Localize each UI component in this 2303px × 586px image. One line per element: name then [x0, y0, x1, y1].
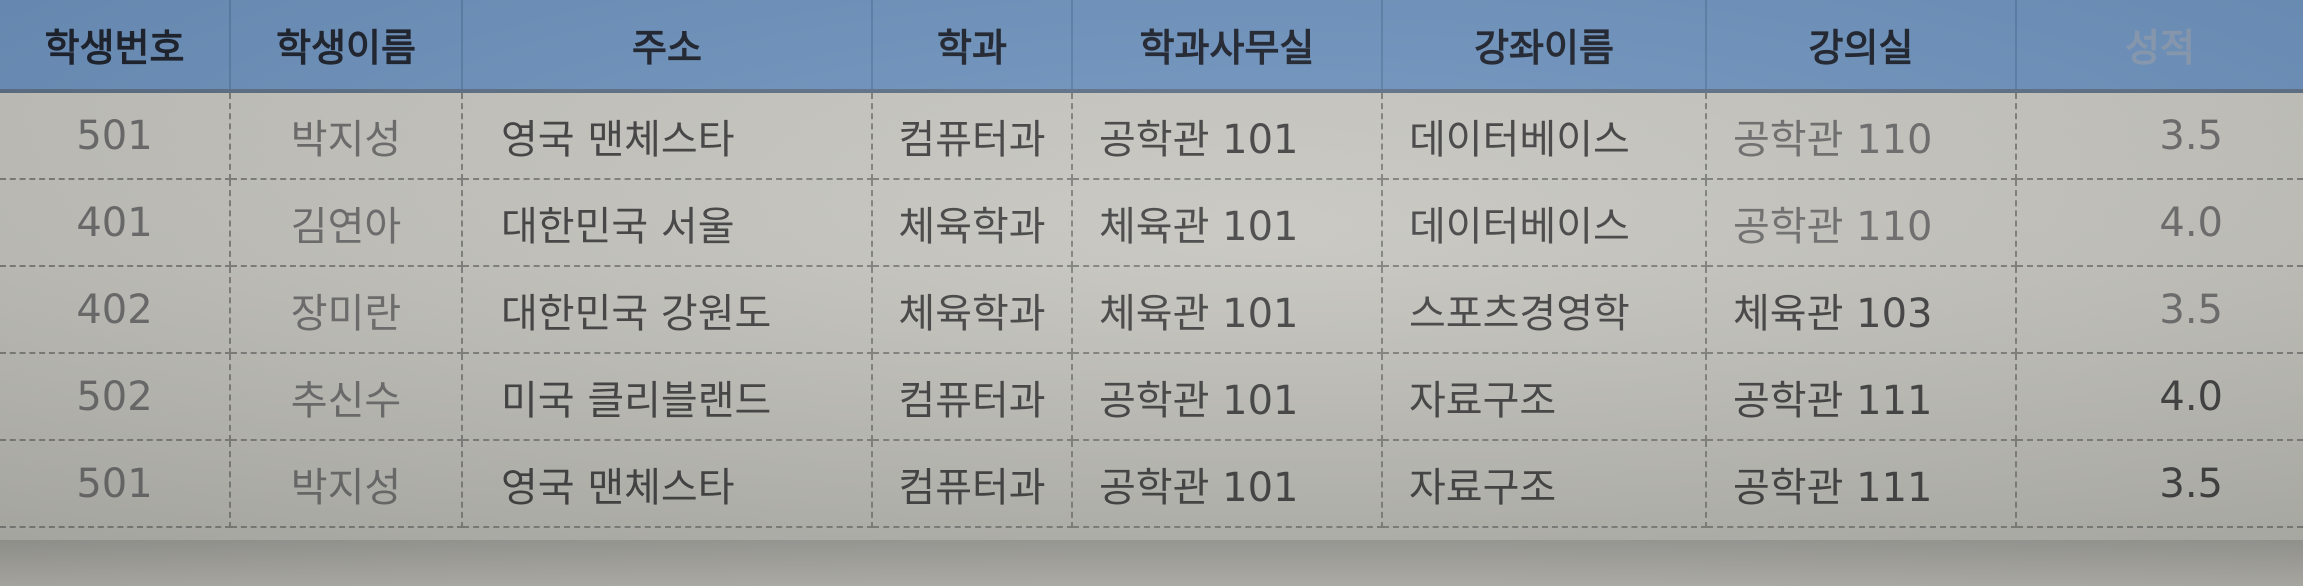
- cell-course-name: 데이터베이스: [1382, 91, 1707, 180]
- cell-student-name: 장미란: [230, 266, 463, 354]
- header-department-office: 학과사무실: [1072, 0, 1383, 91]
- cell-student-id: 501: [0, 440, 231, 528]
- header-department: 학과: [872, 0, 1073, 91]
- cell-address: 대한민국 강원도: [462, 266, 873, 354]
- cell-department: 컴퓨터과: [872, 91, 1073, 180]
- header-classroom: 강의실: [1706, 0, 2017, 91]
- cell-department: 체육학과: [872, 266, 1073, 354]
- cell-address: 영국 맨체스타: [462, 91, 873, 180]
- cell-student-name: 김연아: [230, 179, 463, 267]
- table-row: 501 박지성 영국 맨체스타 컴퓨터과 공학관 101 데이터베이스 공학관 …: [0, 91, 2303, 180]
- cell-address: 대한민국 서울: [462, 179, 873, 267]
- header-course-name: 강좌이름: [1382, 0, 1707, 91]
- cell-classroom: 공학관 111: [1706, 353, 2017, 441]
- table-header: 학생번호 학생이름 주소 학과 학과사무실 강좌이름 강의실 성적: [0, 0, 2303, 91]
- cell-department-office: 공학관 101: [1072, 91, 1383, 180]
- cell-student-name: 박지성: [230, 440, 463, 528]
- cell-grade: 3.5: [2016, 91, 2303, 180]
- header-student-id: 학생번호: [0, 0, 231, 91]
- cell-department-office: 공학관 101: [1072, 353, 1383, 441]
- cell-grade: 3.5: [2016, 266, 2303, 354]
- cell-department-office: 체육관 101: [1072, 266, 1383, 354]
- table-row: 401 김연아 대한민국 서울 체육학과 체육관 101 데이터베이스 공학관 …: [0, 179, 2303, 267]
- table-row: 502 추신수 미국 클리블랜드 컴퓨터과 공학관 101 자료구조 공학관 1…: [0, 353, 2303, 441]
- page-bottom-edge: [0, 540, 2303, 586]
- header-address: 주소: [462, 0, 873, 91]
- cell-grade: 4.0: [2016, 353, 2303, 441]
- cell-address: 영국 맨체스타: [462, 440, 873, 528]
- cell-student-id: 502: [0, 353, 231, 441]
- cell-course-name: 스포츠경영학: [1382, 266, 1707, 354]
- cell-course-name: 자료구조: [1382, 440, 1707, 528]
- cell-student-id: 401: [0, 179, 231, 267]
- table-body: 501 박지성 영국 맨체스타 컴퓨터과 공학관 101 데이터베이스 공학관 …: [0, 91, 2303, 528]
- cell-classroom: 공학관 110: [1706, 91, 2017, 180]
- cell-department: 컴퓨터과: [872, 440, 1073, 528]
- cell-department: 컴퓨터과: [872, 353, 1073, 441]
- cell-student-id: 402: [0, 266, 231, 354]
- cell-classroom: 공학관 110: [1706, 179, 2017, 267]
- cell-student-id: 501: [0, 91, 231, 180]
- header-row: 학생번호 학생이름 주소 학과 학과사무실 강좌이름 강의실 성적: [0, 0, 2303, 91]
- cell-department-office: 공학관 101: [1072, 440, 1383, 528]
- cell-department: 체육학과: [872, 179, 1073, 267]
- header-student-name: 학생이름: [230, 0, 463, 91]
- cell-address: 미국 클리블랜드: [462, 353, 873, 441]
- cell-course-name: 자료구조: [1382, 353, 1707, 441]
- cell-course-name: 데이터베이스: [1382, 179, 1707, 267]
- table-row: 402 장미란 대한민국 강원도 체육학과 체육관 101 스포츠경영학 체육관…: [0, 266, 2303, 354]
- cell-department-office: 체육관 101: [1072, 179, 1383, 267]
- table-row: 501 박지성 영국 맨체스타 컴퓨터과 공학관 101 자료구조 공학관 11…: [0, 440, 2303, 528]
- cell-classroom: 공학관 111: [1706, 440, 2017, 528]
- cell-grade: 3.5: [2016, 440, 2303, 528]
- cell-student-name: 박지성: [230, 91, 463, 180]
- cell-classroom: 체육관 103: [1706, 266, 2017, 354]
- header-grade: 성적: [2016, 0, 2303, 91]
- student-course-table: 학생번호 학생이름 주소 학과 학과사무실 강좌이름 강의실 성적 501 박지…: [0, 0, 2303, 528]
- cell-student-name: 추신수: [230, 353, 463, 441]
- cell-grade: 4.0: [2016, 179, 2303, 267]
